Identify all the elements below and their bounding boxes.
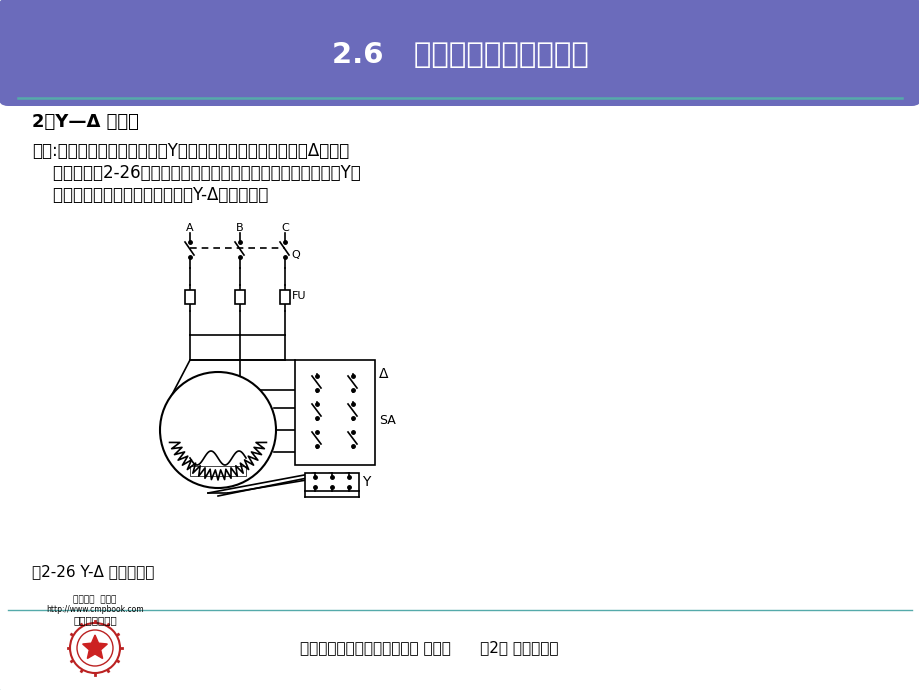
Text: A: A [186, 223, 194, 233]
Text: 图2-26 Y-Δ 起动原理图: 图2-26 Y-Δ 起动原理图 [32, 564, 154, 580]
Text: 2.6   三相异步电动机的起动: 2.6 三相异步电动机的起动 [331, 41, 588, 69]
Text: 连接的笼型异步电动机则不能用Y-Δ起动方法。: 连接的笼型异步电动机则不能用Y-Δ起动方法。 [32, 186, 268, 204]
Text: 《电机控制与调速技术》主编 郑建华      第2章 异步电动机: 《电机控制与调速技术》主编 郑建华 第2章 异步电动机 [300, 640, 558, 656]
Bar [279, 290, 289, 304]
Text: 2、Y—Δ 形起动: 2、Y—Δ 形起动 [32, 113, 139, 131]
Text: 接线图如图2-26所示。需要指出的是，对于运行时定子绕组为Y形: 接线图如图2-26所示。需要指出的是，对于运行时定子绕组为Y形 [32, 164, 360, 182]
Bar [190, 466, 245, 476]
Text: 机械工业出版社: 机械工业出版社 [73, 615, 117, 625]
Bar [305, 473, 358, 491]
Circle shape [77, 630, 113, 666]
Text: C: C [281, 223, 289, 233]
Text: 方法:是起动时将定子绕组接成Y形，运行时再将定子绕组接成Δ形，其: 方法:是起动时将定子绕组接成Y形，运行时再将定子绕组接成Δ形，其 [32, 142, 349, 160]
Bar [234, 290, 244, 304]
Text: http://www.cmpbook.com: http://www.cmpbook.com [46, 606, 143, 615]
Bar [185, 290, 195, 304]
Text: FU: FU [291, 291, 306, 301]
Text: Δ: Δ [379, 367, 388, 381]
Text: Q: Q [290, 250, 300, 260]
Circle shape [70, 623, 119, 673]
Text: Y: Y [361, 475, 370, 489]
Bar [295, 360, 375, 465]
Circle shape [160, 372, 276, 488]
FancyBboxPatch shape [0, 0, 919, 106]
Text: B: B [236, 223, 244, 233]
Text: SA: SA [379, 413, 395, 426]
Polygon shape [83, 635, 108, 658]
Text: 电子制作  齐向阳: 电子制作 齐向阳 [74, 595, 117, 604]
